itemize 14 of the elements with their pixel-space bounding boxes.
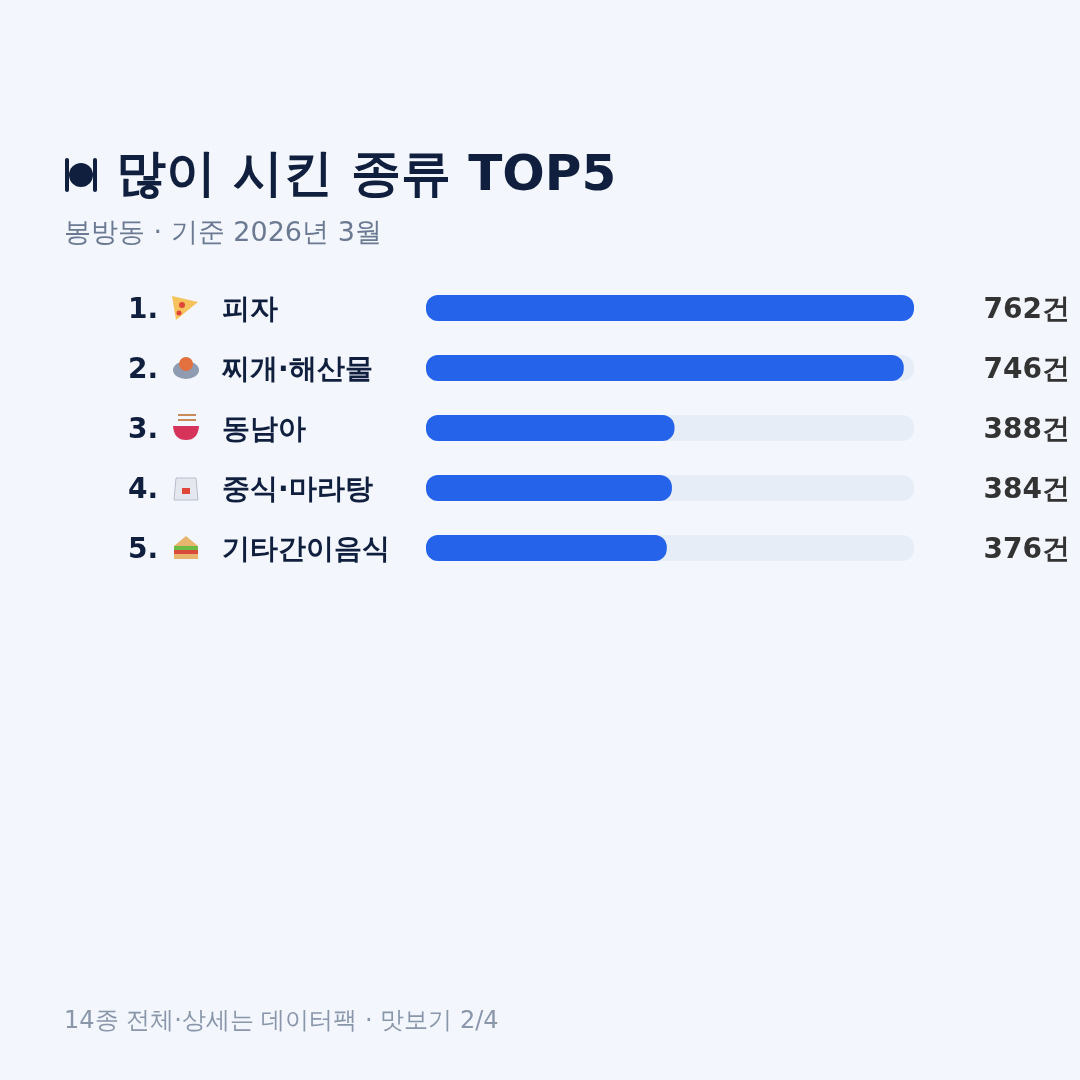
data-label: 376건 <box>983 532 1070 565</box>
category-label: 1. 피자 <box>128 292 278 325</box>
bar <box>426 355 904 381</box>
category-label: 2. 찌개·해산물 <box>128 352 373 385</box>
data-label: 388건 <box>983 412 1070 445</box>
data-label: 384건 <box>983 472 1070 505</box>
category-label: 3. 동남아 <box>128 412 306 445</box>
data-label: 762건 <box>983 292 1070 325</box>
chart-subtitle: 봉방동 · 기준 2026년 3월 <box>64 215 382 249</box>
text: 14종 전체·상세는 데이터팩 · 맛보기 2/4 <box>64 1005 499 1036</box>
data-label: 746건 <box>983 352 1070 385</box>
chart-title: 많이 시킨 종류 TOP5 <box>116 143 617 204</box>
category-label: 5. 기타간이음식 <box>128 532 390 565</box>
category-label: 4. 중식·마라탕 <box>128 472 373 505</box>
